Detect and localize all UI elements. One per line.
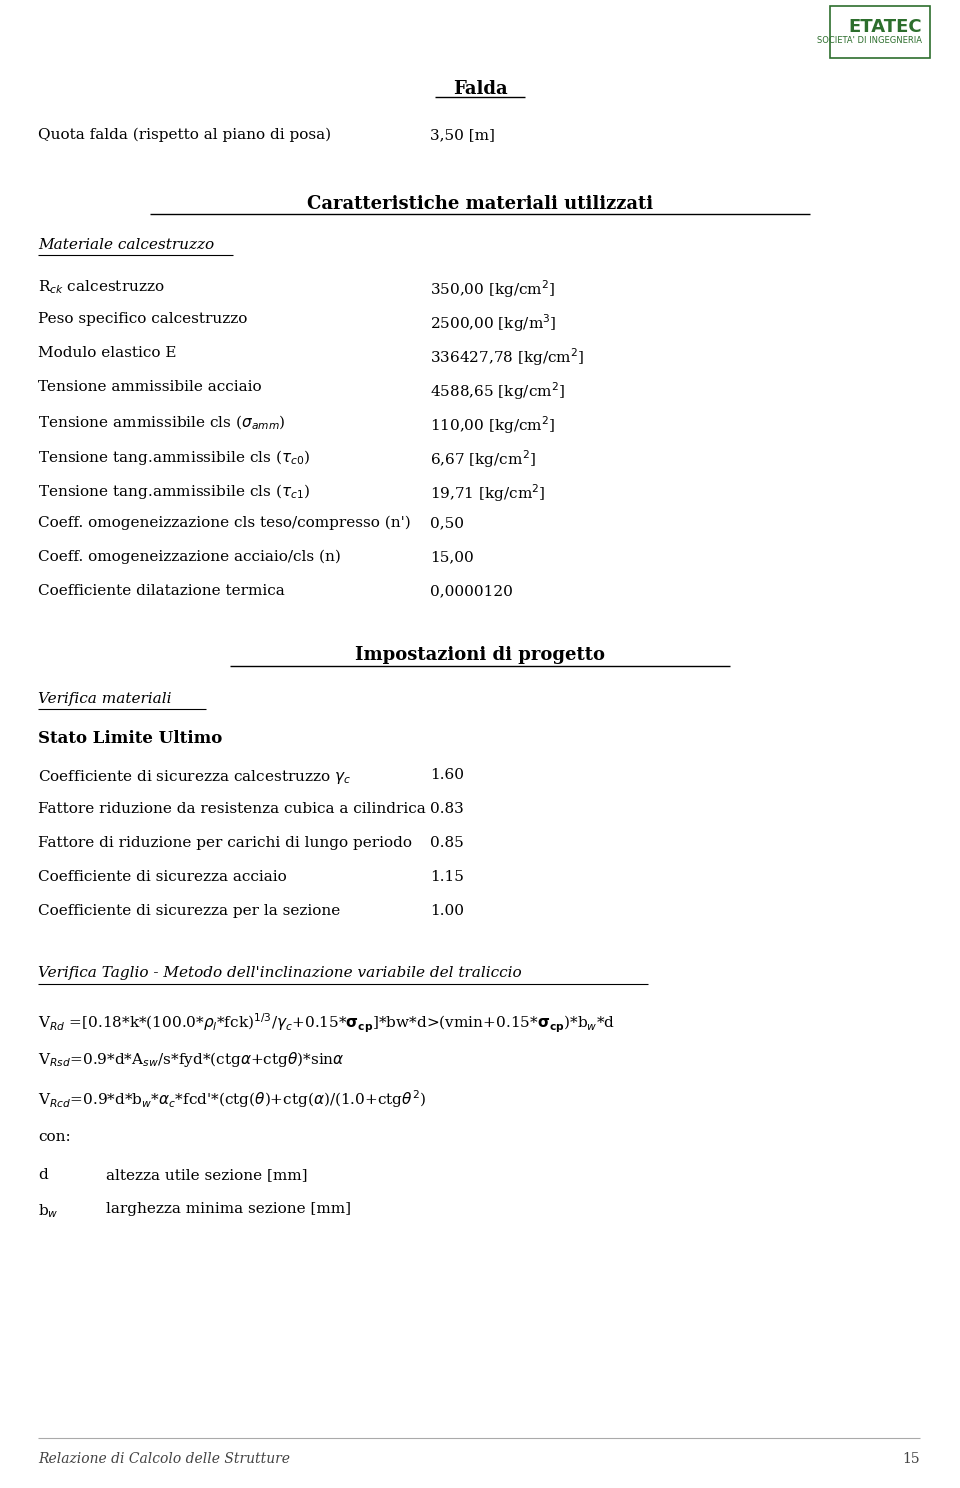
- Text: Tensione tang.ammissibile cls ($\tau_{c1}$): Tensione tang.ammissibile cls ($\tau_{c1…: [38, 482, 310, 501]
- Text: Quota falda (rispetto al piano di posa): Quota falda (rispetto al piano di posa): [38, 128, 331, 143]
- Text: Fattore riduzione da resistenza cubica a cilindrica: Fattore riduzione da resistenza cubica a…: [38, 802, 425, 815]
- Text: 3,50 [m]: 3,50 [m]: [430, 128, 494, 141]
- Text: R$_{ck}$ calcestruzzo: R$_{ck}$ calcestruzzo: [38, 278, 164, 296]
- Text: 350,00 [kg/cm$^{2}$]: 350,00 [kg/cm$^{2}$]: [430, 278, 555, 299]
- Text: 4588,65 [kg/cm$^{2}$]: 4588,65 [kg/cm$^{2}$]: [430, 379, 565, 402]
- Text: b$_{w}$: b$_{w}$: [38, 1202, 59, 1220]
- Text: Modulo elastico E: Modulo elastico E: [38, 347, 177, 360]
- Bar: [830, 6, 930, 58]
- Text: Coeff. omogeneizzazione cls teso/compresso (n'): Coeff. omogeneizzazione cls teso/compres…: [38, 516, 411, 530]
- Text: Materiale calcestruzzo: Materiale calcestruzzo: [38, 238, 214, 251]
- Text: 1.15: 1.15: [430, 870, 464, 884]
- Text: SOCIETA' DI INGEGNERIA: SOCIETA' DI INGEGNERIA: [817, 36, 922, 45]
- Text: larghezza minima sezione [mm]: larghezza minima sezione [mm]: [106, 1202, 351, 1216]
- Text: 0.85: 0.85: [430, 836, 464, 850]
- Text: Caratteristiche materiali utilizzati: Caratteristiche materiali utilizzati: [307, 195, 653, 213]
- Text: Fattore di riduzione per carichi di lungo periodo: Fattore di riduzione per carichi di lung…: [38, 836, 412, 850]
- Text: Stato Limite Ultimo: Stato Limite Ultimo: [38, 731, 223, 747]
- Text: Coeff. omogeneizzazione acciaio/cls (n): Coeff. omogeneizzazione acciaio/cls (n): [38, 551, 341, 564]
- Text: 0.83: 0.83: [430, 802, 464, 815]
- Text: 15,00: 15,00: [430, 551, 473, 564]
- Text: V$_{Rsd}$=0.9*d*A$_{sw}$/s*fyd*(ctg$\alpha$+ctg$\theta$)*sin$\alpha$: V$_{Rsd}$=0.9*d*A$_{sw}$/s*fyd*(ctg$\alp…: [38, 1051, 345, 1068]
- Text: Tensione tang.ammissibile cls ($\tau_{c0}$): Tensione tang.ammissibile cls ($\tau_{c0…: [38, 448, 310, 467]
- Text: d: d: [38, 1168, 48, 1181]
- Text: Impostazioni di progetto: Impostazioni di progetto: [355, 646, 605, 664]
- Text: Verifica Taglio - Metodo dell'inclinazione variabile del traliccio: Verifica Taglio - Metodo dell'inclinazio…: [38, 966, 521, 981]
- Text: ETATEC: ETATEC: [849, 18, 922, 36]
- Text: Coefficiente di sicurezza per la sezione: Coefficiente di sicurezza per la sezione: [38, 905, 340, 918]
- Text: V$_{Rd}$ =[0.18*k*(100.0*$\rho_{l}$*fck)$^{1/3}$/$\gamma_{c}$+0.15*$\mathbf{\sig: V$_{Rd}$ =[0.18*k*(100.0*$\rho_{l}$*fck)…: [38, 1012, 615, 1036]
- Text: Coefficiente dilatazione termica: Coefficiente dilatazione termica: [38, 583, 285, 598]
- Text: 19,71 [kg/cm$^{2}$]: 19,71 [kg/cm$^{2}$]: [430, 482, 545, 504]
- Text: con:: con:: [38, 1129, 71, 1144]
- Text: Coefficiente di sicurezza calcestruzzo $\gamma_{c}$: Coefficiente di sicurezza calcestruzzo $…: [38, 768, 351, 786]
- Text: Tensione ammissibile acciaio: Tensione ammissibile acciaio: [38, 379, 262, 394]
- Text: Relazione di Calcolo delle Strutture: Relazione di Calcolo delle Strutture: [38, 1452, 290, 1466]
- Text: 336427,78 [kg/cm$^{2}$]: 336427,78 [kg/cm$^{2}$]: [430, 347, 585, 368]
- Text: altezza utile sezione [mm]: altezza utile sezione [mm]: [106, 1168, 307, 1181]
- Text: 0,0000120: 0,0000120: [430, 583, 513, 598]
- Text: Tensione ammissibile cls ($\sigma_{amm}$): Tensione ammissibile cls ($\sigma_{amm}$…: [38, 414, 286, 433]
- Text: Falda: Falda: [453, 80, 507, 98]
- Text: 6,67 [kg/cm$^{2}$]: 6,67 [kg/cm$^{2}$]: [430, 448, 536, 470]
- Text: 1.00: 1.00: [430, 905, 464, 918]
- Text: 110,00 [kg/cm$^{2}$]: 110,00 [kg/cm$^{2}$]: [430, 414, 555, 436]
- Text: 2500,00 [kg/m$^{3}$]: 2500,00 [kg/m$^{3}$]: [430, 312, 557, 333]
- Text: Peso specifico calcestruzzo: Peso specifico calcestruzzo: [38, 312, 248, 326]
- Text: Verifica materiali: Verifica materiali: [38, 692, 172, 705]
- Text: 0,50: 0,50: [430, 516, 464, 530]
- Text: 15: 15: [902, 1452, 920, 1466]
- Text: V$_{Rcd}$=0.9*d*b$_{w}$*$\alpha_{c}$*fcd'*(ctg($\theta$)+ctg($\alpha$)/(1.0+ctg$: V$_{Rcd}$=0.9*d*b$_{w}$*$\alpha_{c}$*fcd…: [38, 1088, 426, 1110]
- Text: Coefficiente di sicurezza acciaio: Coefficiente di sicurezza acciaio: [38, 870, 287, 884]
- Text: 1.60: 1.60: [430, 768, 464, 783]
